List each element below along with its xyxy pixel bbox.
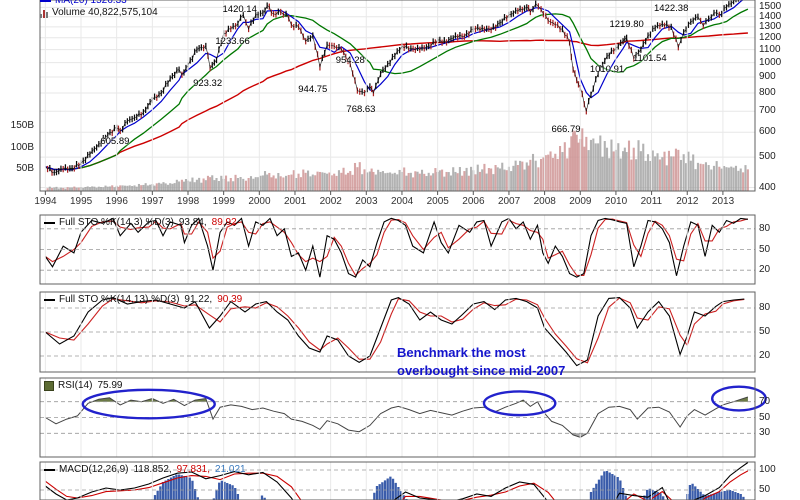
price-axis-tick: 800 (759, 87, 776, 99)
macd-hist-value: 21.021 (215, 464, 246, 475)
price-axis-tick: 1200 (759, 31, 782, 43)
annotation-line2: overbought since mid-2007 (397, 363, 566, 378)
macd-axis-tick: 50 (759, 484, 771, 495)
year-axis-tick: 1994 (34, 196, 57, 207)
price-swing-label: 923.32 (193, 77, 223, 89)
year-axis-tick: 2007 (497, 196, 521, 207)
year-axis-tick: 2011 (640, 196, 663, 207)
macd-value: 118.852, (133, 464, 172, 475)
year-axis-tick: 2002 (319, 196, 342, 207)
year-axis-tick: 2003 (355, 196, 378, 207)
year-axis-tick: 2001 (283, 196, 307, 207)
price-swing-label: 944.75 (298, 83, 328, 95)
year-axis-tick: 2013 (711, 196, 735, 207)
rsi-area-icon (44, 381, 54, 391)
year-axis-tick: 2004 (390, 196, 414, 207)
sto-fast-legend: Full STO %K(14,3) %D(3) 93.84, 89.92 (44, 217, 237, 229)
year-axis-tick: 2008 (533, 196, 556, 207)
year-axis-tick: 1996 (105, 196, 128, 207)
price-swing-label: 954.28 (335, 54, 365, 66)
volume-legend: Volume 40,822,575,104 (40, 7, 158, 19)
price-swing-label: 1010.91 (589, 63, 625, 75)
year-axis-tick: 2012 (676, 196, 699, 207)
price-axis-tick: 1500 (759, 1, 782, 13)
sto-slow-label: Full STO %K(14,13) %D(3) (59, 294, 180, 305)
volume-axis-tick: 50B (16, 163, 34, 175)
price-axis-tick: 1000 (759, 56, 782, 68)
price-swing-label: 666.79 (551, 124, 581, 136)
sto-slow-axis-tick: 80 (759, 302, 771, 313)
year-axis-tick: 1998 (176, 196, 200, 207)
price-swing-label: 1101.54 (632, 52, 667, 64)
price-swing-label: 1422.38 (654, 3, 689, 15)
line-icon (44, 299, 55, 301)
ma-legend: MA(20) 1526.33 (40, 0, 127, 7)
year-axis-tick: 2000 (248, 196, 271, 207)
ma-line-icon (40, 0, 51, 2)
annotation-line1: Benchmark the most (397, 345, 526, 360)
macd-axis-tick: 100 (759, 464, 776, 475)
macd-label: MACD(12,26,9) (59, 464, 129, 475)
price-swing-label: 1420.14 (222, 4, 257, 16)
rsi-label: RSI(14) (58, 380, 93, 391)
price-swing-label: 768.63 (346, 104, 376, 116)
price-swing-label: 1219.80 (609, 18, 644, 30)
sto-fast-axis-tick: 80 (759, 222, 771, 234)
year-axis-tick: 2010 (604, 196, 628, 207)
sto-slow-legend: Full STO %K(14,13) %D(3) 91.22, 90.39 (44, 294, 242, 306)
volume-legend-label: Volume 40,822,575,104 (52, 7, 158, 18)
sto-slow-axis-tick: 20 (759, 350, 771, 361)
price-axis-tick: 500 (759, 151, 776, 163)
volume-axis-tick: 150B (10, 120, 34, 132)
volume-axis-tick: 100B (10, 141, 34, 153)
year-axis-tick: 1995 (70, 196, 93, 207)
line-icon (44, 469, 55, 471)
rsi-legend: RSI(14) 75.99 (44, 380, 122, 392)
rsi-value: 75.99 (97, 380, 123, 391)
sto-fast-d-value: 89.92 (211, 217, 237, 228)
year-axis-tick: 2009 (569, 196, 592, 207)
price-axis-tick: 900 (759, 70, 776, 82)
sto-fast-axis-tick: 50 (759, 243, 771, 255)
sto-slow-k-value: 91.22, (184, 294, 213, 305)
price-swing-label: 1233.66 (215, 36, 250, 48)
sto-slow-axis-tick: 50 (759, 326, 771, 337)
sto-fast-label: Full STO %K(14,3) %D(3) (59, 217, 174, 228)
price-axis-tick: 700 (759, 105, 776, 117)
rsi-axis-tick: 50 (759, 411, 771, 423)
volume-bars-icon (40, 9, 48, 18)
price-axis-tick: 1400 (759, 10, 782, 22)
ma-legend-label: MA(20) 1526.33 (55, 0, 127, 6)
macd-signal-value: 97.831, (176, 464, 211, 475)
price-axis-tick: 400 (759, 181, 776, 193)
sto-slow-d-value: 90.39 (217, 294, 243, 305)
year-axis-tick: 2006 (462, 196, 485, 207)
price-axis-tick: 1100 (759, 43, 781, 55)
price-axis-tick: 600 (759, 126, 776, 138)
price-swing-label: 605.89 (100, 135, 130, 147)
macd-legend: MACD(12,26,9) 118.852, 97.831, 21.021 (44, 464, 246, 476)
line-icon (44, 222, 55, 224)
annotation-text: Benchmark the most overbought since mid-… (397, 344, 565, 380)
sto-fast-axis-tick: 20 (759, 264, 771, 276)
rsi-axis-tick: 30 (759, 427, 771, 439)
price-axis-tick: 1300 (759, 20, 782, 32)
year-axis-tick: 2005 (426, 196, 449, 207)
rsi-axis-tick: 70 (759, 395, 771, 407)
year-axis-tick: 1999 (212, 196, 235, 207)
year-axis-tick: 1997 (141, 196, 164, 207)
sto-fast-k-value: 93.84, (178, 217, 207, 228)
